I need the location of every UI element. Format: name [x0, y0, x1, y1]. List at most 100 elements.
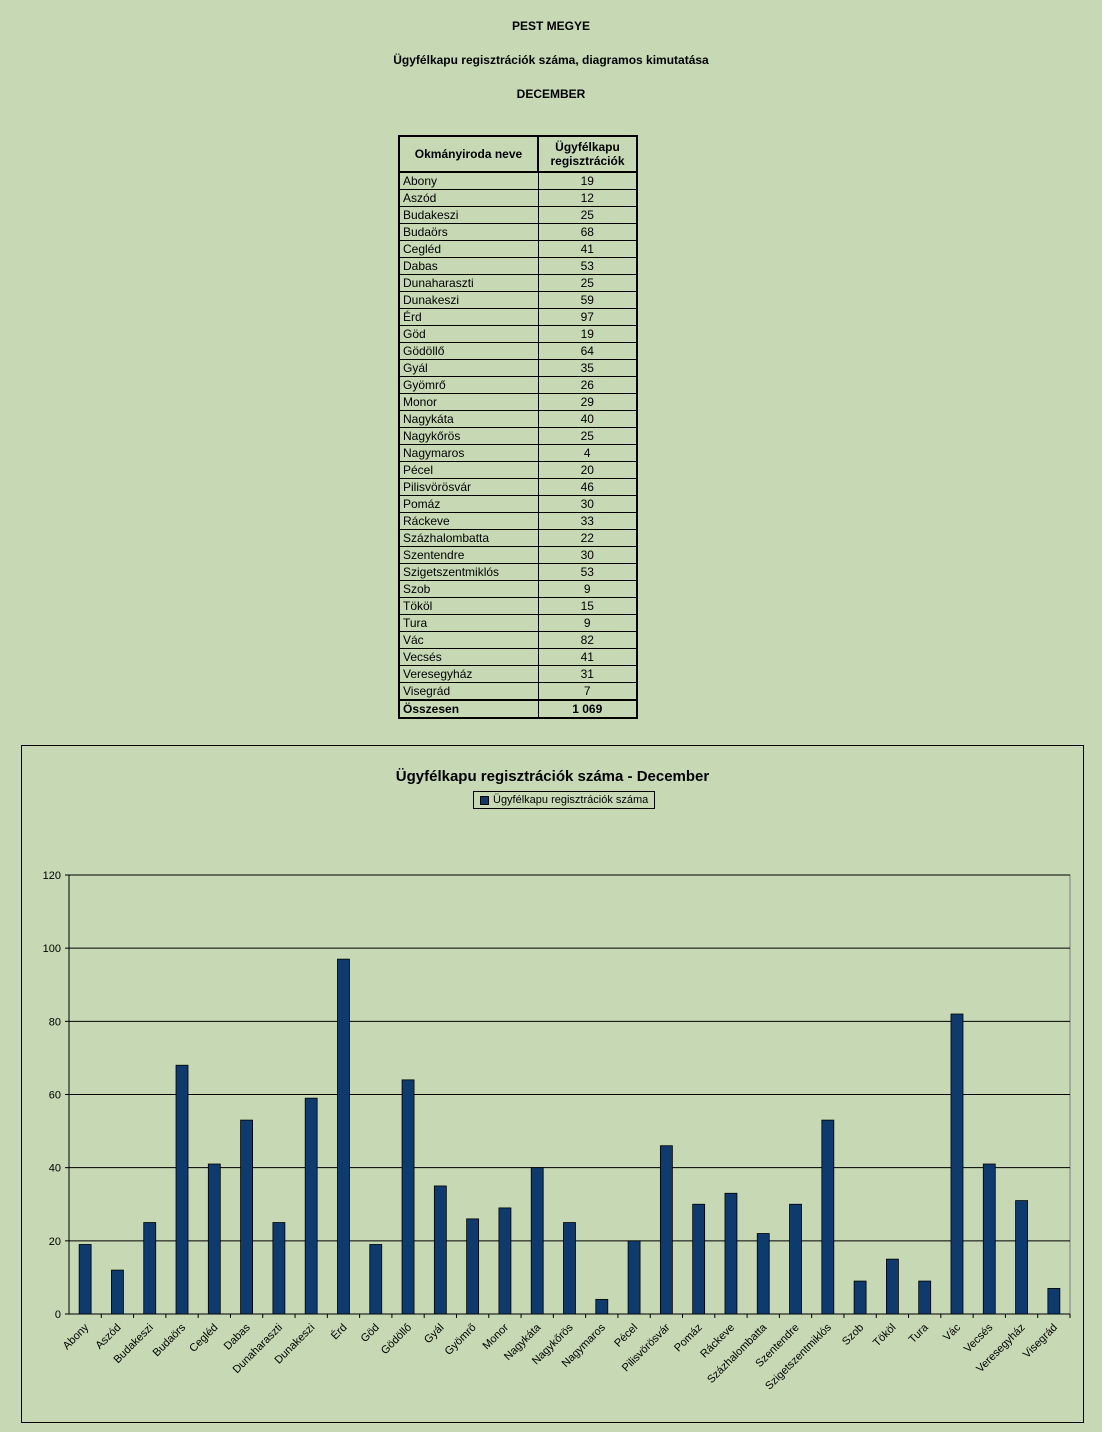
office-name-cell: Cegléd — [398, 240, 539, 258]
registration-count-cell: 29 — [537, 393, 638, 411]
y-tick-label: 100 — [43, 943, 61, 955]
bar — [853, 1280, 867, 1315]
total-value: 1 069 — [537, 699, 638, 719]
table-row: Gyömrő 26 — [398, 376, 638, 394]
x-tick-label: Cegléd — [187, 1322, 220, 1355]
registration-count-cell: 41 — [537, 240, 638, 258]
registration-count-cell: 4 — [537, 444, 638, 462]
bar — [369, 1244, 383, 1315]
bar — [756, 1233, 770, 1315]
bar — [1015, 1200, 1028, 1315]
office-name-cell: Nagymaros — [398, 444, 539, 462]
table-row: Visegrád 7 — [398, 682, 638, 701]
bar — [143, 1222, 157, 1315]
registration-count-cell: 9 — [537, 580, 638, 598]
table-row: Pilisvörösvár 46 — [398, 478, 638, 496]
table-row: Veresegyház 31 — [398, 665, 638, 683]
table-row: Szigetszentmiklós 53 — [398, 563, 638, 581]
registration-count-cell: 53 — [537, 563, 638, 581]
x-tick-label: Visegrád — [1021, 1322, 1060, 1361]
table-row: Pomáz 30 — [398, 495, 638, 513]
bar — [272, 1222, 286, 1315]
y-tick-label: 120 — [43, 870, 61, 882]
office-name-cell: Ráckeve — [398, 512, 539, 530]
registration-count-cell: 53 — [537, 257, 638, 275]
x-tick-label: Gödöllő — [379, 1322, 414, 1357]
table-row: Érd 97 — [398, 308, 638, 326]
bar — [595, 1298, 609, 1315]
office-name-cell: Pécel — [398, 461, 539, 479]
bar — [563, 1222, 576, 1315]
table-row: Dunakeszi 59 — [398, 291, 638, 309]
x-tick-label: Göd — [359, 1322, 382, 1345]
x-tick-label: Gyál — [422, 1322, 446, 1346]
office-name-cell: Veresegyház — [398, 665, 539, 683]
registration-count-cell: 46 — [537, 478, 638, 496]
registration-count-cell: 7 — [537, 682, 638, 701]
bar — [401, 1079, 415, 1315]
office-name-cell: Dunaharaszti — [398, 274, 539, 292]
bar — [821, 1119, 835, 1315]
bar — [304, 1097, 318, 1315]
bar — [982, 1163, 996, 1315]
bar — [724, 1192, 738, 1315]
office-name-cell: Visegrád — [398, 682, 539, 701]
office-name-cell: Budaörs — [398, 223, 539, 241]
registration-count-cell: 82 — [537, 631, 638, 649]
x-tick-label: Tura — [907, 1321, 932, 1346]
bar — [692, 1203, 706, 1315]
registration-count-cell: 59 — [537, 291, 638, 309]
bar — [886, 1258, 899, 1315]
x-tick-label: Szob — [840, 1322, 866, 1348]
bar — [530, 1167, 544, 1315]
registration-count-cell: 40 — [537, 410, 638, 428]
bar — [433, 1185, 447, 1315]
office-name-cell: Abony — [398, 171, 539, 190]
table-row: Szentendre 30 — [398, 546, 638, 564]
office-name-cell: Gyömrő — [398, 376, 539, 394]
col-header-line2: regisztrációk — [550, 154, 625, 168]
registration-count-cell: 68 — [537, 223, 638, 241]
page-title: PEST MEGYE — [511, 19, 591, 33]
office-name-cell: Gyál — [398, 359, 539, 377]
registration-count-cell: 33 — [537, 512, 638, 530]
table-row: Nagykáta 40 — [398, 410, 638, 428]
bar — [918, 1280, 932, 1315]
office-name-cell: Dunakeszi — [398, 291, 539, 309]
table-row: Budakeszi 25 — [398, 206, 638, 224]
table-row: Gyál 35 — [398, 359, 638, 377]
x-tick-label: Érd — [328, 1321, 349, 1342]
office-name-cell: Pomáz — [398, 495, 539, 513]
y-tick-label: 80 — [49, 1016, 61, 1028]
chart-title: Ügyfélkapu regisztrációk száma - Decembe… — [395, 768, 710, 785]
x-tick-label: Tököl — [871, 1322, 899, 1350]
office-name-cell: Vác — [398, 631, 539, 649]
bar — [627, 1240, 641, 1315]
table-row: Pécel 20 — [398, 461, 638, 479]
x-tick-label: Pécel — [612, 1322, 640, 1350]
office-name-cell: Szentendre — [398, 546, 539, 564]
table-row: Nagykőrös 25 — [398, 427, 638, 445]
office-name-cell: Aszód — [398, 189, 539, 207]
y-tick-label: 0 — [55, 1309, 61, 1321]
table-row: Abony 19 — [398, 171, 638, 190]
y-tick-label: 60 — [49, 1090, 61, 1102]
bar — [789, 1203, 802, 1315]
table-row: Aszód 12 — [398, 189, 638, 207]
registration-count-cell: 22 — [537, 529, 638, 547]
x-tick-label: Monor — [481, 1321, 512, 1352]
x-tick-label: Abony — [61, 1321, 92, 1352]
registration-count-cell: 25 — [537, 274, 638, 292]
bar — [498, 1207, 512, 1315]
office-name-cell: Tököl — [398, 597, 539, 615]
legend-label: Ügyfélkapu regisztrációk száma — [493, 794, 649, 806]
bar — [337, 958, 350, 1315]
office-name-cell: Nagykőrös — [398, 427, 539, 445]
bar — [175, 1064, 189, 1315]
y-tick-label: 40 — [49, 1163, 61, 1175]
x-tick-label: Vác — [941, 1321, 963, 1343]
bar — [78, 1244, 92, 1315]
table-row: Göd 19 — [398, 325, 638, 343]
bar — [659, 1145, 673, 1315]
chart-legend: Ügyfélkapu regisztrációk száma — [473, 791, 656, 809]
